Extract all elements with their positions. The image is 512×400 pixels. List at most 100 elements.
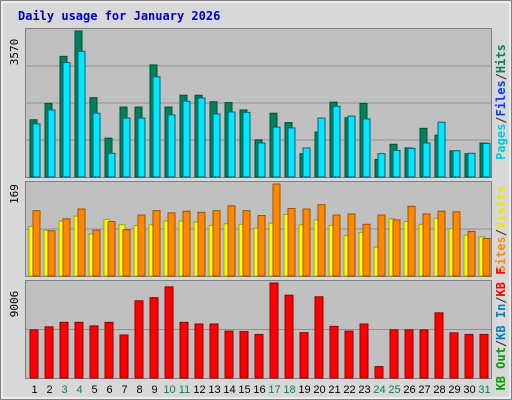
x-tick-label: 8 [136, 384, 142, 396]
bar-kb-f [209, 323, 219, 379]
bar-pages [197, 97, 206, 178]
bar-sites [392, 219, 401, 277]
bar-kb-f [149, 297, 159, 379]
bar-sites [287, 207, 296, 277]
bar-kb-f [314, 296, 324, 379]
bar-kb-f [59, 321, 69, 379]
bar-kb-f [74, 321, 84, 379]
y-label-kb-max: 9006 [8, 291, 21, 318]
x-tick-label: 9 [151, 384, 157, 396]
bar-sites [32, 210, 41, 277]
bar-sites [362, 223, 371, 277]
bar-kb-f [284, 294, 294, 379]
x-tick-label: 28 [433, 384, 445, 396]
legend-part: / [494, 340, 508, 347]
x-tick-label: 12 [193, 384, 205, 396]
legend-part: Pages [494, 124, 508, 160]
x-tick-label: 11 [179, 384, 190, 396]
bar-kb-f [374, 366, 384, 379]
bar-sites [242, 210, 251, 277]
bar-sites [422, 213, 431, 277]
bar-sites [92, 229, 101, 277]
x-tick-label: 1 [31, 384, 37, 396]
legend-part: KB F [494, 268, 508, 297]
bar-sites [122, 229, 131, 277]
x-tick-label: 14 [223, 384, 235, 396]
legend-part: / [494, 229, 508, 236]
x-tick-label: 19 [298, 384, 310, 396]
x-tick-label: 7 [121, 384, 127, 396]
bar-kb-f [194, 323, 204, 379]
x-tick-label: 6 [106, 384, 112, 396]
bar-kb-f [254, 333, 264, 379]
x-tick-label: 10 [163, 384, 175, 396]
x-tick-label: 31 [478, 384, 490, 396]
bar-sites [467, 230, 476, 277]
y-label-visits-max: 169 [8, 184, 21, 204]
bar-sites [62, 218, 71, 277]
bar-pages [317, 117, 326, 178]
bar-pages [392, 149, 401, 178]
bar-pages [32, 123, 41, 178]
bar-sites [227, 205, 236, 277]
bar-kb-f [224, 330, 234, 379]
x-tick-label: 3 [61, 384, 67, 396]
bar-sites [77, 208, 86, 277]
x-tick-label: 2 [46, 384, 52, 396]
x-tick-label: 29 [448, 384, 460, 396]
legend-part: Visits [494, 186, 508, 229]
legend-part: / [494, 116, 508, 123]
chart-title: Daily usage for January 2026 [18, 9, 220, 23]
bar-sites [272, 183, 281, 277]
bar-pages [302, 147, 311, 178]
x-tick-label: 22 [343, 384, 355, 396]
bar-pages [332, 105, 341, 178]
legend-visits-sites: Sites/Visits [494, 186, 508, 273]
bar-kb-f [464, 333, 474, 379]
x-tick-label: 20 [313, 384, 325, 396]
bar-pages [62, 61, 71, 178]
bar-kb-f [419, 329, 429, 379]
bar-kb-f [299, 332, 309, 379]
bar-kb-f [239, 331, 249, 379]
bar-pages [107, 152, 116, 178]
y-label-hits-max: 3570 [8, 39, 21, 66]
bar-sites [167, 212, 176, 277]
bar-sites [182, 210, 191, 277]
bars [28, 30, 491, 379]
legend-part: KB Out [494, 347, 508, 390]
legend-part: / [494, 73, 508, 80]
x-tick-label: 26 [403, 384, 415, 396]
bar-kb-f [164, 286, 174, 379]
bar-pages [257, 142, 266, 178]
bar-sites [407, 205, 416, 277]
bar-pages [47, 109, 56, 178]
bar-kb-f [179, 321, 189, 379]
x-tick-label: 13 [208, 384, 220, 396]
bar-kb-f [389, 329, 399, 379]
x-tick-label: 24 [373, 384, 385, 396]
bar-kb-f [359, 323, 369, 379]
bar-pages [287, 127, 296, 178]
bar-pages [452, 150, 461, 178]
bar-sites [212, 210, 221, 277]
x-tick-label: 27 [418, 384, 430, 396]
x-tick-label: 23 [358, 384, 370, 396]
bar-sites [347, 213, 356, 277]
bar-kb-f [119, 334, 129, 379]
bar-pages [77, 50, 86, 178]
legend-part: / [494, 296, 508, 303]
bar-kb-f [134, 300, 144, 379]
bar-pages [182, 100, 191, 178]
bar-sites [197, 211, 206, 277]
x-tick-label: 15 [238, 384, 250, 396]
bar-kb-f [404, 329, 414, 379]
bar-pages [167, 114, 176, 178]
x-tick-label: 21 [328, 384, 340, 396]
bar-kb-f [269, 282, 279, 379]
x-tick-label: 17 [268, 384, 280, 396]
legend-part: Hits [494, 44, 508, 73]
bar-kb-f [344, 330, 354, 379]
